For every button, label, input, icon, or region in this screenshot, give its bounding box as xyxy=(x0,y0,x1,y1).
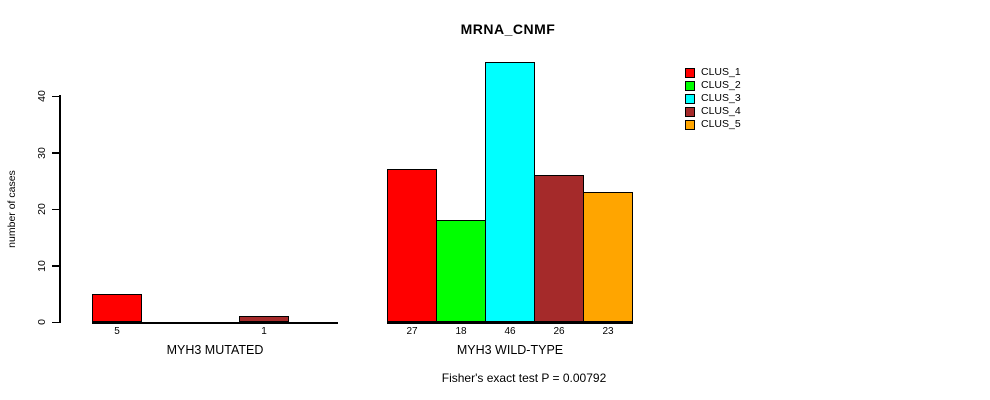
legend-item: CLUS_2 xyxy=(685,79,741,92)
bar-value-label: 23 xyxy=(602,326,614,337)
y-tick-mark xyxy=(52,95,60,97)
bar-value-label: 5 xyxy=(114,326,120,337)
legend-label: CLUS_2 xyxy=(701,79,741,91)
legend-swatch-clus_2 xyxy=(685,80,695,91)
bar-value-label: 1 xyxy=(261,326,267,337)
bar-clus_5-wild-type xyxy=(583,192,633,322)
legend-item: CLUS_1 xyxy=(685,66,741,79)
y-tick-label: 40 xyxy=(36,90,48,102)
y-axis-label: number of cases xyxy=(6,170,18,248)
bar-clus_4-wild-type xyxy=(534,175,584,322)
legend-swatch-clus_4 xyxy=(685,106,695,117)
y-tick-mark xyxy=(52,152,60,154)
legend-item: CLUS_5 xyxy=(685,118,741,131)
bar-clus_3-wild-type xyxy=(485,62,535,322)
y-tick-mark xyxy=(52,208,60,210)
y-tick-mark xyxy=(52,321,60,323)
fisher-test-note: Fisher's exact test P = 0.00792 xyxy=(441,371,607,385)
legend-label: CLUS_5 xyxy=(701,118,741,130)
y-tick-mark xyxy=(52,265,60,267)
bar-value-label: 46 xyxy=(504,326,516,337)
bar-value-label: 18 xyxy=(455,326,467,337)
legend-swatch-clus_5 xyxy=(685,119,695,130)
legend-swatch-clus_3 xyxy=(685,93,695,104)
bar-clus_4-mutated xyxy=(239,316,289,322)
legend-label: CLUS_1 xyxy=(701,66,741,78)
category-label: MYH3 WILD-TYPE xyxy=(456,343,564,357)
legend-item: CLUS_3 xyxy=(685,92,741,105)
bar-clus_2-wild-type xyxy=(436,220,486,322)
legend-label: CLUS_3 xyxy=(701,92,741,104)
bar-value-label: 27 xyxy=(406,326,418,337)
category-label: MYH3 MUTATED xyxy=(166,343,264,357)
legend-label: CLUS_4 xyxy=(701,105,741,117)
bar-value-label: 26 xyxy=(553,326,565,337)
y-tick-label: 10 xyxy=(36,259,48,272)
bar-clus_1-wild-type xyxy=(387,169,437,322)
bar-clus_1-mutated xyxy=(92,294,142,322)
legend-swatch-clus_1 xyxy=(685,67,695,78)
y-tick-label: 30 xyxy=(36,146,48,159)
group-baseline xyxy=(387,322,633,324)
chart-title: MRNA_CNMF xyxy=(460,21,556,37)
legend: CLUS_1 CLUS_2 CLUS_3 CLUS_4 CLUS_5 xyxy=(685,66,741,131)
y-tick-label: 20 xyxy=(36,203,48,215)
group-baseline xyxy=(92,322,338,324)
legend-item: CLUS_4 xyxy=(685,105,741,118)
y-tick-label: 0 xyxy=(36,319,48,325)
